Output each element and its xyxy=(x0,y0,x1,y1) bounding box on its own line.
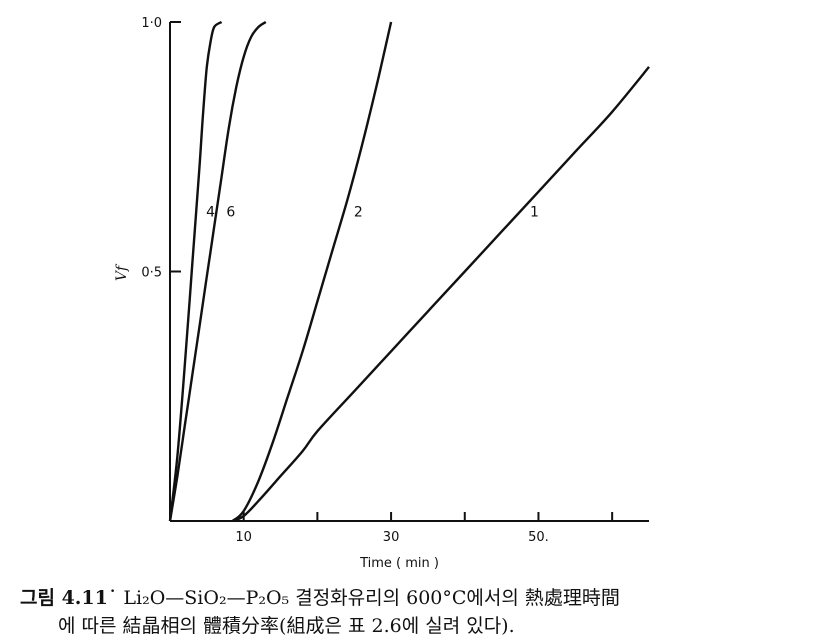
series-label-1: 1 xyxy=(530,205,539,221)
ticks xyxy=(170,21,614,521)
y-tick-label: 0·5 xyxy=(141,266,162,281)
figure-number: 그림 4.11˙ xyxy=(20,587,118,609)
x-tick-label: 10 xyxy=(235,530,252,545)
figure-caption-text: Li₂O—SiO₂—P₂O₅ 결정화유리의 600°C에서의 熱處理時間 xyxy=(123,587,620,609)
x-tick-label: 30 xyxy=(383,530,400,545)
x-tick-label: 50. xyxy=(528,530,549,545)
axes xyxy=(169,22,649,522)
series-line-4 xyxy=(168,20,223,522)
chart: 10 30 50. 0·5 1·0 Time ( min ) Vf 4 6 2 1 xyxy=(114,16,650,571)
series-line-6 xyxy=(168,20,267,522)
figure-caption-line-1: 그림 4.11˙ Li₂O—SiO₂—P₂O₅ 결정화유리의 600°C에서의 … xyxy=(20,583,813,610)
series-label-4: 4 xyxy=(206,205,215,221)
figure-caption-line-2: 에 따른 結晶相의 體積分率(組成은 표 2.6에 실려 있다). xyxy=(58,615,515,637)
series-label-2: 2 xyxy=(354,205,363,221)
series-line-1 xyxy=(232,66,650,523)
series-line-2 xyxy=(231,21,393,522)
y-axis-label: Vf xyxy=(114,263,130,281)
x-axis-label: Time ( min ) xyxy=(359,556,439,571)
curves xyxy=(168,20,650,523)
labels: 10 30 50. 0·5 1·0 Time ( min ) Vf 4 6 2 1 xyxy=(114,16,549,571)
y-tick-label: 1·0 xyxy=(141,16,162,31)
series-label-6: 6 xyxy=(226,205,235,221)
